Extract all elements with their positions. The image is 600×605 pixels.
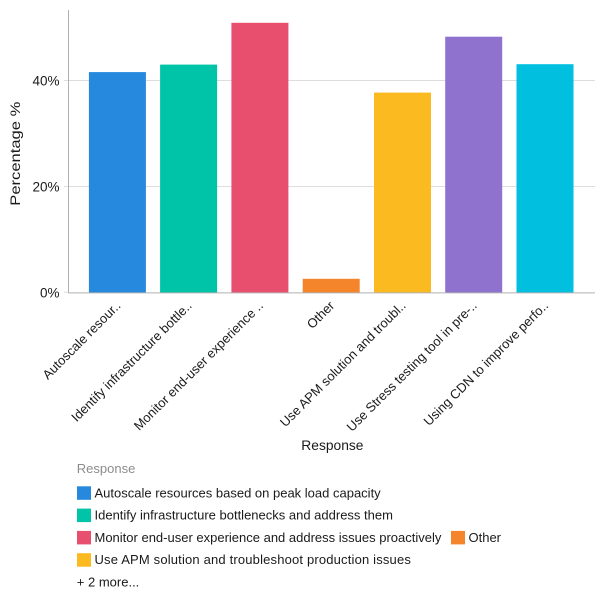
svg-text:20%: 20% — [32, 179, 59, 194]
svg-text:40%: 40% — [32, 73, 59, 88]
svg-text:Monitor end-user experience an: Monitor end-user experience and address … — [95, 530, 442, 545]
svg-text:Response: Response — [301, 438, 363, 453]
svg-text:Autoscale resources based on p: Autoscale resources based on peak load c… — [95, 485, 382, 500]
svg-text:Response: Response — [77, 461, 136, 476]
svg-text:Use APM solution and troublesh: Use APM solution and troubleshoot produc… — [95, 552, 412, 567]
svg-text:Percentage %: Percentage % — [7, 102, 23, 206]
svg-text:0%: 0% — [40, 286, 60, 301]
svg-text:Identify infrastructure bottle: Identify infrastructure bottlenecks and … — [95, 508, 393, 523]
svg-text:Other: Other — [469, 530, 502, 545]
svg-text:+ 2 more...: + 2 more... — [77, 575, 140, 590]
